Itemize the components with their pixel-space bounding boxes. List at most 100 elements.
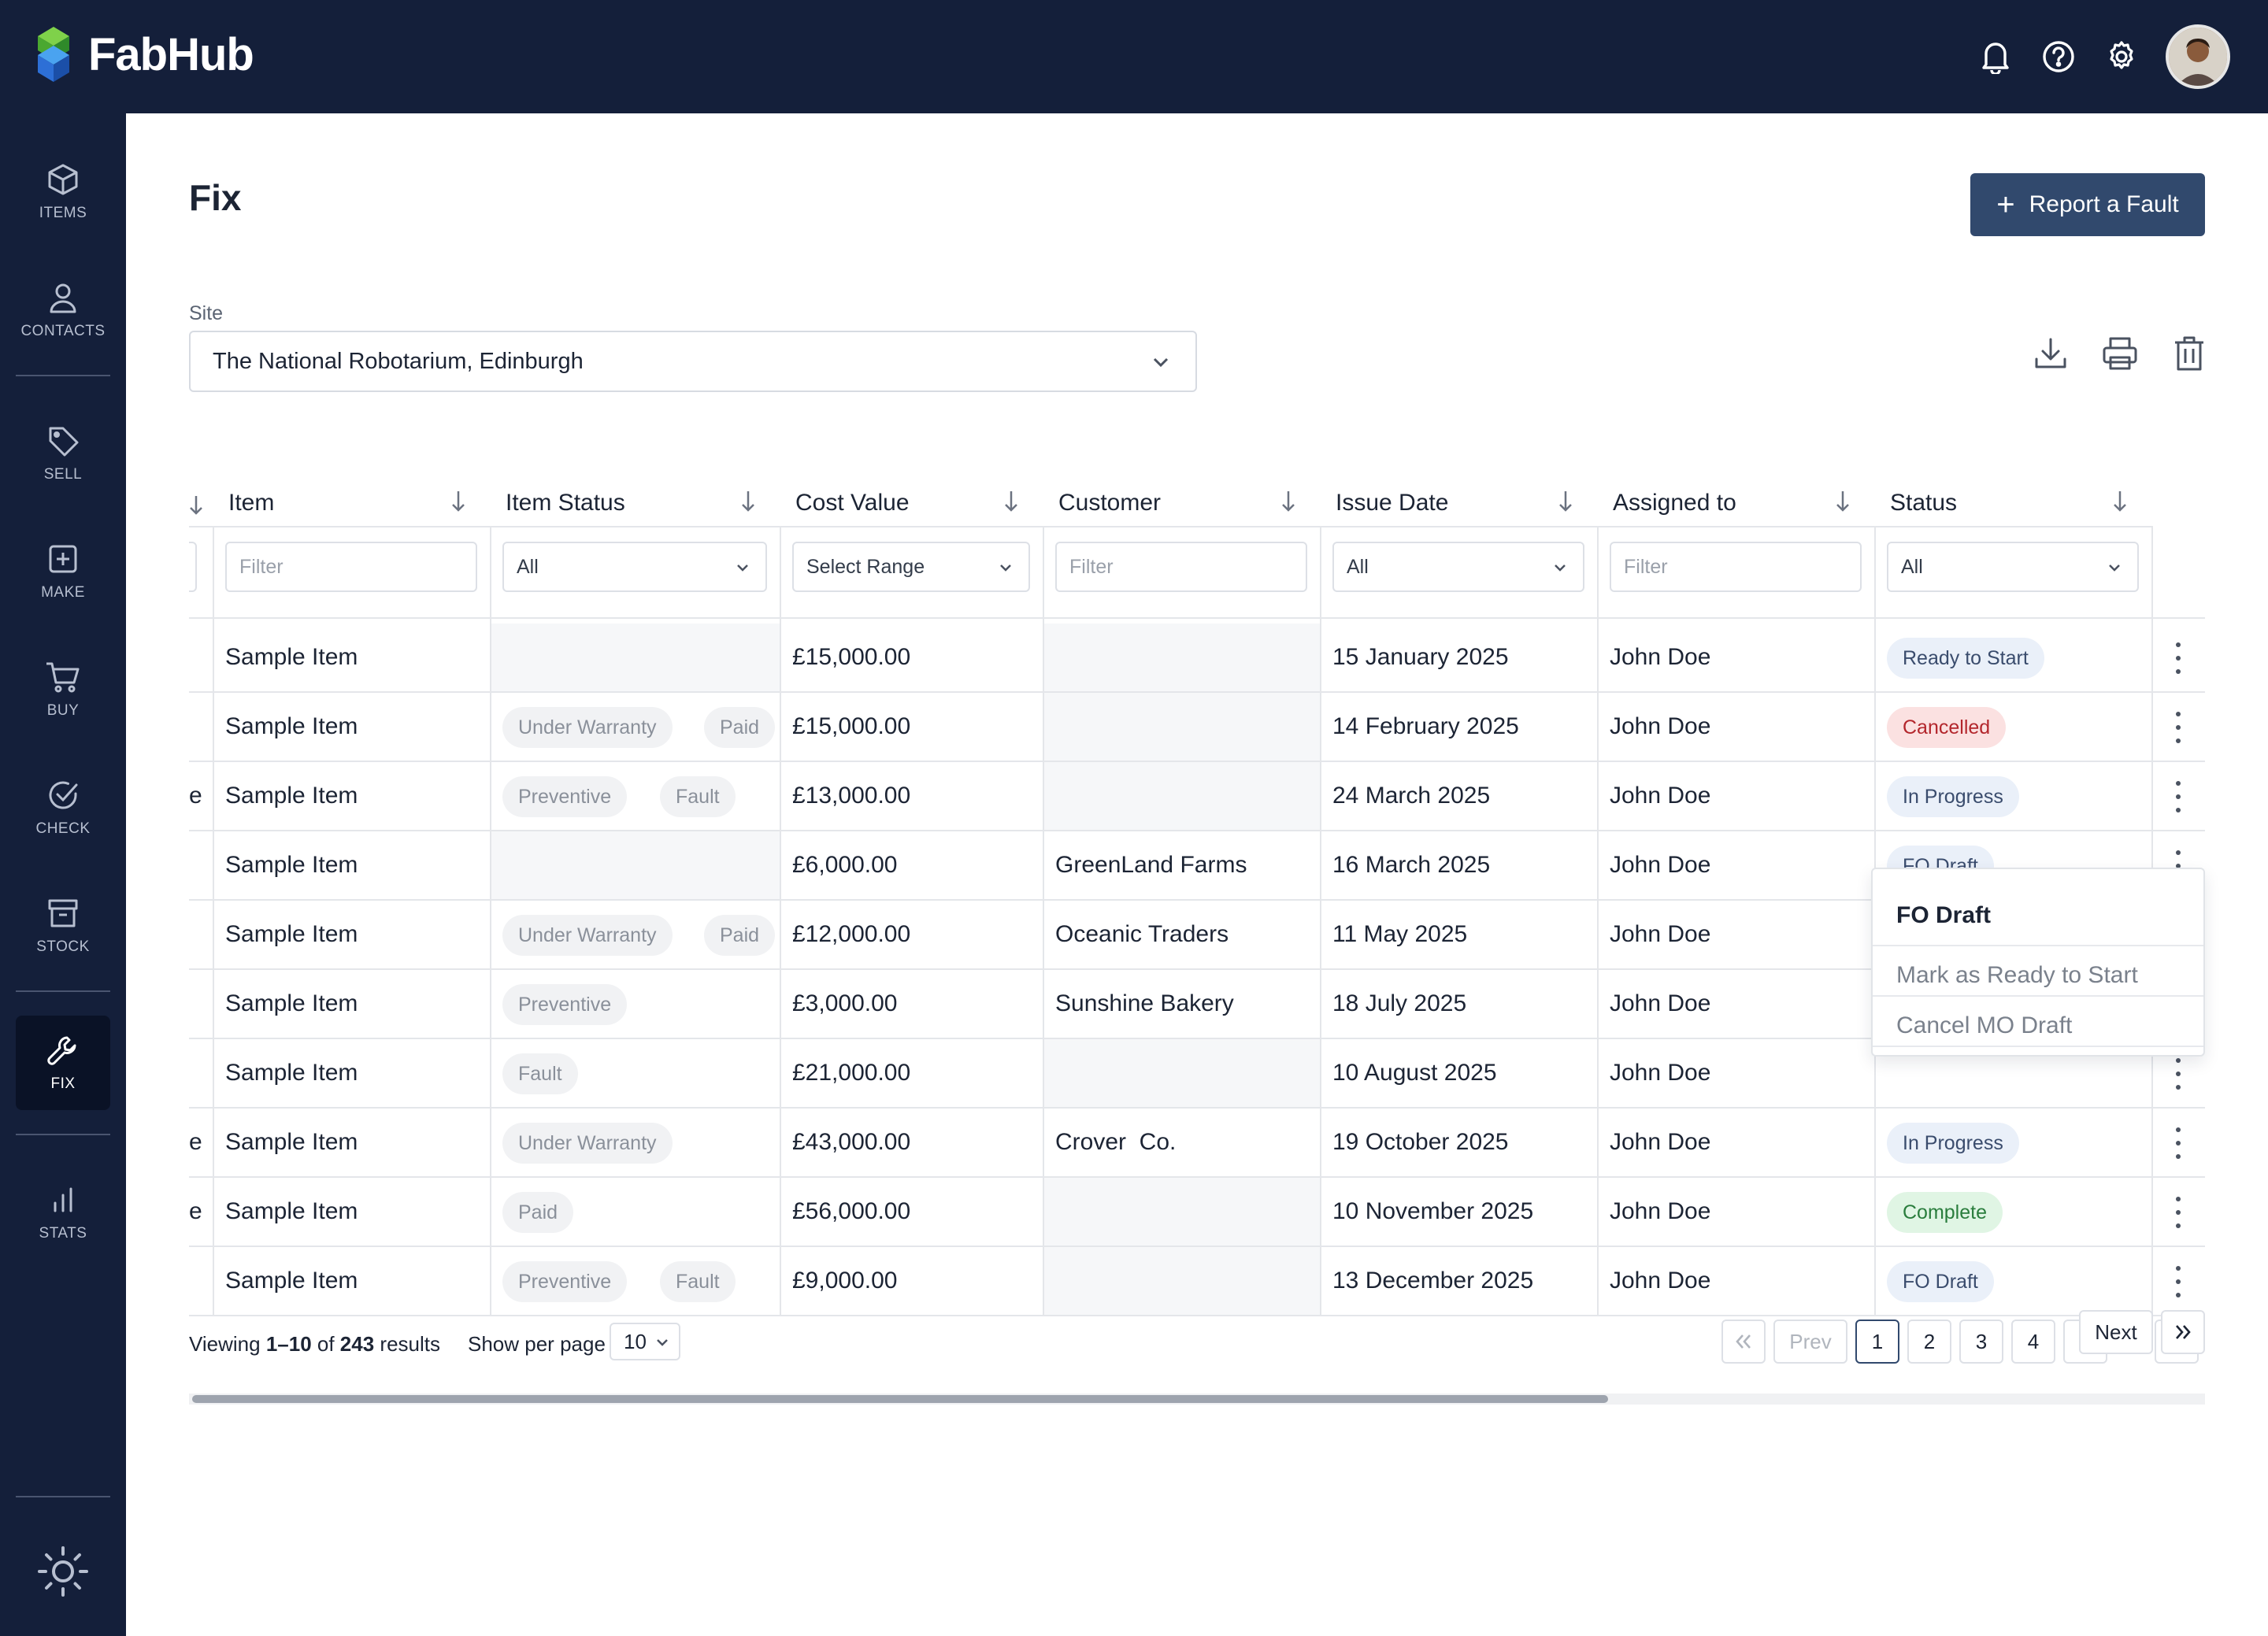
sidebar-item-sell[interactable]: SELL [16, 406, 110, 501]
last-page-arrow-button[interactable] [2161, 1310, 2205, 1354]
row-menu-button[interactable] [2170, 642, 2186, 674]
sidebar-item-label: STATS [39, 1225, 87, 1242]
status-badge[interactable]: Cancelled [1887, 707, 2007, 748]
per-page-select[interactable]: 10 [610, 1323, 680, 1360]
chevron-down-icon [1000, 564, 1011, 572]
next-page-label: Next [2095, 1320, 2137, 1344]
item-cell: Sample Item [225, 921, 358, 947]
issue-date-cell: 24 March 2025 [1332, 783, 1491, 809]
sort-button[interactable] [1280, 490, 1296, 520]
row-menu-button[interactable] [2170, 712, 2186, 743]
mark-ready-menu-item[interactable]: Mark as Ready to Start [1896, 962, 2138, 988]
report-fault-button[interactable]: + Report a Fault [1970, 173, 2205, 236]
sort-arrow-icon[interactable] [189, 494, 203, 516]
site-select[interactable]: The National Robotarium, Edinburgh [189, 331, 1197, 392]
help-icon[interactable] [2027, 24, 2090, 90]
sort-button[interactable] [2112, 490, 2128, 520]
per-page-label: Show per page [468, 1332, 606, 1356]
delete-button[interactable] [2155, 326, 2224, 381]
top-bar: FabHub [0, 0, 2268, 113]
page-1-button[interactable]: 1 [1855, 1320, 1899, 1364]
page-2-button[interactable]: 2 [1907, 1320, 1951, 1364]
column-filter-assigned-to[interactable]: Filter [1610, 542, 1862, 592]
column-filter-status[interactable]: All [1887, 542, 2139, 592]
sidebar-item-contacts[interactable]: CONTACTS [16, 263, 110, 357]
gear-icon[interactable] [2090, 24, 2153, 90]
sort-button[interactable] [1003, 490, 1019, 520]
sidebar-item-make[interactable]: MAKE [16, 524, 110, 619]
sun-icon [38, 1546, 88, 1597]
row-menu-button[interactable] [2170, 1266, 2186, 1297]
table-row[interactable]: e Sample Item Under Warranty £43,000.00 Crov… [189, 1109, 2205, 1178]
prev-page-button[interactable]: Prev [1773, 1320, 1847, 1364]
row-menu-button[interactable] [2170, 1197, 2186, 1228]
table-row[interactable]: Sample Item Fault £21,000.00 10 August 2025… [189, 1039, 2205, 1109]
sidebar-item-check[interactable]: CHECK [16, 761, 110, 855]
check-circle-icon [49, 781, 78, 809]
sort-button[interactable] [1835, 490, 1851, 520]
table-row[interactable]: e Sample Item Paid £56,000.00 10 November 20… [189, 1178, 2205, 1247]
sidebar-divider [16, 375, 110, 376]
avatar[interactable] [2166, 24, 2230, 89]
download-button[interactable] [2016, 326, 2085, 381]
first-page-button[interactable] [1721, 1320, 1766, 1364]
next-page-button[interactable]: Next [2079, 1310, 2153, 1354]
sidebar-item-fix[interactable]: FIX [16, 1016, 110, 1110]
status-badge[interactable]: In Progress [1887, 1123, 2019, 1164]
table-divider [189, 1038, 2205, 1039]
status-badge[interactable]: Ready to Start [1887, 638, 2044, 679]
assigned-cell: John Doe [1610, 1268, 1711, 1294]
sort-arrow-icon [742, 491, 754, 512]
table-divider [189, 1315, 2205, 1316]
table-row[interactable]: Sample Item Preventive £3,000.00 Sunshine B… [189, 970, 2205, 1039]
cost-cell: £43,000.00 [792, 1129, 911, 1155]
status-badge[interactable]: FO Draft [1887, 1261, 1994, 1302]
cost-cell: £6,000.00 [792, 852, 898, 878]
status-badge[interactable]: Complete [1887, 1192, 2003, 1233]
hidden-column-cell: e [189, 1198, 202, 1224]
sort-arrow-icon [452, 491, 465, 512]
table-row[interactable]: Sample Item Preventive Fault £9,000.00 13 De… [189, 1247, 2205, 1316]
item-status-tag: Paid [502, 1192, 574, 1233]
menu-divider [1873, 945, 2203, 946]
sidebar-item-buy[interactable]: BUY [16, 642, 110, 737]
cancel-draft-menu-item[interactable]: Cancel MO Draft [1896, 1012, 2073, 1038]
sort-button[interactable] [1558, 490, 1573, 520]
customer-cell: Oceanic Traders [1055, 921, 1229, 947]
sort-button[interactable] [450, 490, 466, 520]
table-row[interactable]: Sample Item Under Warranty Paid £15,000.00 1… [189, 693, 2205, 762]
row-menu-button[interactable] [2170, 781, 2186, 812]
row-menu-button[interactable] [2170, 1058, 2186, 1090]
item-cell: Sample Item [225, 783, 358, 809]
row-menu-button[interactable] [2170, 1127, 2186, 1159]
chevron-down-icon [737, 564, 748, 572]
bell-icon[interactable] [1964, 24, 2027, 90]
table-row[interactable]: e Sample Item Preventive Fault £13,000.00 24 … [189, 762, 2205, 831]
table-row[interactable]: Sample Item £15,000.00 15 January 2025 John… [189, 624, 2205, 693]
print-button[interactable] [2085, 326, 2155, 381]
sidebar-item-items[interactable]: ITEMS [16, 145, 110, 239]
empty-cell [1044, 1039, 1320, 1109]
sidebar-item-stock[interactable]: STOCK [16, 879, 110, 973]
column-filter-item-status[interactable]: All [502, 542, 767, 592]
chevron-down-icon [1153, 357, 1169, 368]
sidebar-item-stats[interactable]: STATS [16, 1165, 110, 1260]
column-filter-cost-value[interactable]: Select Range [792, 542, 1030, 592]
sort-button[interactable] [740, 490, 756, 520]
column-filter-item[interactable]: Filter [225, 542, 477, 592]
hidden-column-cell: e [189, 783, 202, 809]
horizontal-scrollbar-thumb[interactable] [192, 1395, 1608, 1403]
hidden-column-filter[interactable] [189, 542, 197, 592]
column-filter-customer[interactable]: Filter [1055, 542, 1307, 592]
page-3-button[interactable]: 3 [1959, 1320, 2003, 1364]
chevron-down-icon [2109, 564, 2120, 572]
assigned-cell: John Doe [1610, 644, 1711, 670]
app-logo[interactable]: FabHub [35, 24, 254, 85]
column-filter-issue-date[interactable]: All [1332, 542, 1584, 592]
table-row[interactable]: Sample Item Under Warranty Paid £12,000.00 O… [189, 901, 2205, 970]
issue-date-cell: 16 March 2025 [1332, 852, 1491, 878]
status-badge[interactable]: In Progress [1887, 776, 2019, 817]
item-cell: Sample Item [225, 1198, 358, 1224]
page-4-button[interactable]: 4 [2011, 1320, 2055, 1364]
theme-toggle[interactable] [16, 1524, 110, 1619]
